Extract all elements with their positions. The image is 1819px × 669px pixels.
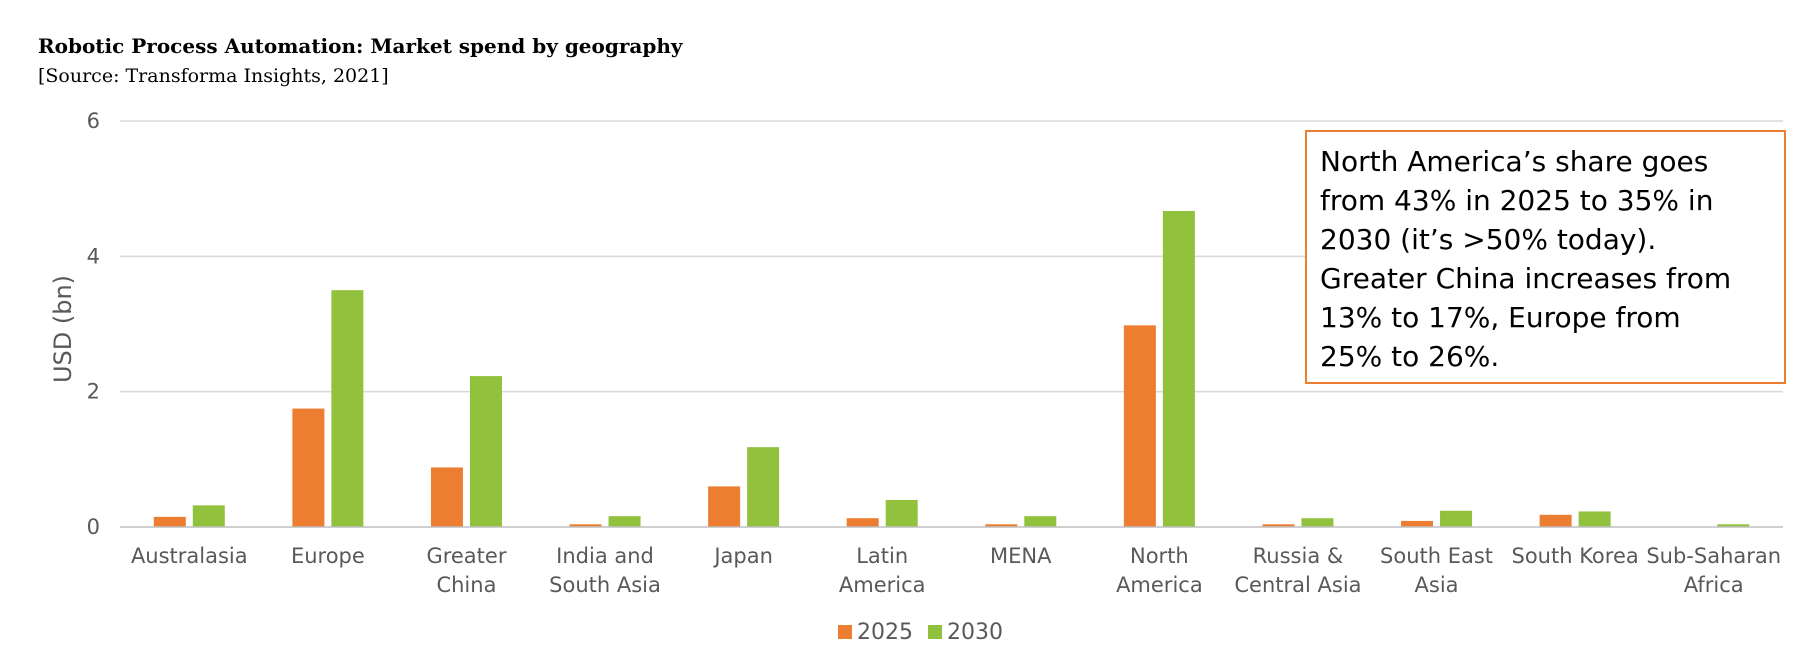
- y-axis-label: USD (bn): [49, 275, 77, 383]
- x-tick-label: India and South Asia: [549, 544, 661, 597]
- annotation-text: North America’s share goes from 43% in 20…: [1320, 145, 1731, 373]
- y-tick-label: 0: [87, 515, 100, 539]
- legend-label-2030: 2030: [947, 620, 1003, 645]
- chart-title: Robotic Process Automation: Market spend…: [38, 34, 684, 58]
- bar-2025-russia-central-asia: [1262, 524, 1295, 527]
- bar-2030-greater-china: [469, 376, 502, 527]
- bar-2025-greater-china: [430, 467, 463, 527]
- bar-2030-australasia: [192, 505, 225, 527]
- x-tick-label: Latin America: [839, 544, 926, 597]
- x-tick-label: Greater China: [426, 544, 506, 597]
- x-tick-label: North America: [1116, 544, 1203, 597]
- bar-2030-south-east-asia: [1440, 510, 1473, 527]
- x-tick-label: Russia & Central Asia: [1234, 544, 1361, 597]
- bar-2030-india-and-south-asia: [608, 516, 641, 527]
- bar-2025-mena: [985, 524, 1018, 527]
- annotation-border: [1305, 130, 1786, 384]
- legend-swatch-2030: [928, 625, 942, 639]
- x-tick-label: South Korea: [1512, 544, 1639, 568]
- bar-2025-latin-america: [846, 518, 879, 527]
- bar-2025-south-east-asia: [1401, 520, 1434, 527]
- bar-2030-south-korea: [1578, 511, 1611, 527]
- bar-2030-russia-central-asia: [1301, 518, 1334, 527]
- annotation-box: North America’s share goes from 43% in 20…: [1305, 130, 1786, 384]
- bar-2025-australasia: [153, 516, 186, 527]
- bar-2025-europe: [292, 408, 325, 527]
- x-tick-label: MENA: [990, 544, 1052, 568]
- y-tick-label: 6: [87, 109, 100, 133]
- bar-2030-europe: [331, 290, 364, 527]
- x-tick-label: Sub-Saharan Africa: [1646, 544, 1781, 597]
- bar-2025-north-america: [1123, 325, 1156, 527]
- bar-2030-sub-saharan-africa: [1717, 524, 1750, 527]
- legend-swatch-2025: [838, 625, 852, 639]
- x-tick-label: South East Asia: [1380, 544, 1493, 597]
- bar-2025-india-and-south-asia: [569, 524, 602, 527]
- x-tick-label: Australasia: [131, 544, 248, 568]
- x-axis-ticks: Australasia Europe Greater China India and So…: [131, 544, 1781, 597]
- bar-2030-japan: [747, 447, 780, 527]
- bar-2025-south-korea: [1539, 514, 1572, 527]
- y-tick-label: 4: [87, 244, 100, 268]
- bar-2025-japan: [708, 486, 741, 527]
- x-tick-label: Japan: [712, 544, 773, 568]
- chart-subtitle: [Source: Transforma Insights, 2021]: [38, 65, 389, 87]
- bar-2030-mena: [1024, 516, 1057, 527]
- x-tick-label: Europe: [291, 544, 365, 568]
- legend-label-2025: 2025: [857, 620, 913, 645]
- y-tick-label: 2: [87, 380, 100, 404]
- y-axis-ticks: 0 2 4 6: [87, 109, 100, 539]
- bars: [153, 210, 1750, 527]
- bar-2030-latin-america: [885, 499, 918, 527]
- legend: 2025 2030: [838, 620, 1003, 645]
- bar-2030-north-america: [1162, 210, 1195, 527]
